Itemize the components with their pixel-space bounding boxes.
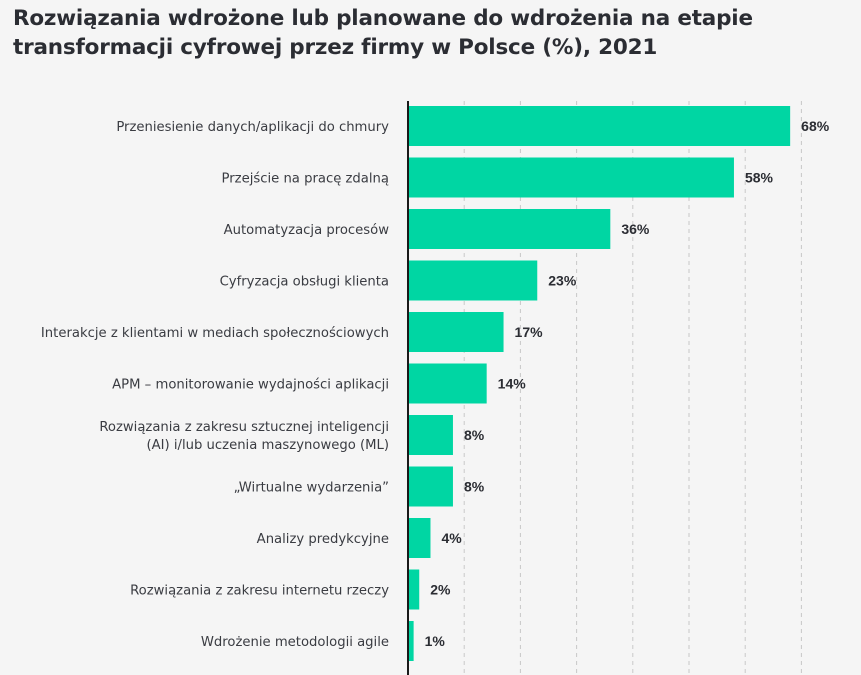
bar-4: [408, 260, 538, 301]
category-label-7-line-1: Rozwiązania z zakresu sztucznej intelige…: [99, 420, 389, 435]
category-label-1: Przeniesienie danych/aplikacji do chmury: [116, 120, 389, 135]
value-label-6: 14%: [498, 376, 527, 392]
bar-3: [408, 209, 611, 249]
bar-8: [408, 466, 453, 507]
value-label-4: 23%: [548, 273, 577, 289]
bar-1: [408, 106, 791, 146]
category-label-8: „Wirtualne wydarzenia”: [234, 481, 389, 496]
value-label-5: 17%: [515, 324, 544, 340]
category-label-3: Automatyzacja procesów: [224, 222, 390, 238]
value-label-7: 8%: [464, 427, 485, 443]
category-label-2: Przejście na pracę zdalną: [222, 171, 389, 187]
value-label-1: 68%: [801, 118, 830, 134]
category-label-5: Interakcje z klientami w mediach społecz…: [41, 325, 389, 341]
bar-2: [408, 157, 734, 198]
chart-title-line-2: transformacji cyfrowej przez firmy w Pol…: [13, 35, 658, 60]
bar-6: [408, 363, 487, 404]
value-label-8: 8%: [464, 479, 485, 495]
value-label-3: 36%: [621, 221, 650, 237]
bar-10: [408, 569, 420, 610]
category-label-11: Wdrożenie metodologii agile: [201, 635, 389, 650]
category-label-6: APM – monitorowanie wydajności aplikacji: [112, 377, 389, 393]
bar-9: [408, 518, 431, 558]
bar-5: [408, 312, 504, 352]
category-label-9: Analizy predykcyjne: [257, 532, 389, 547]
value-label-9: 4%: [441, 530, 462, 546]
value-label-11: 1%: [425, 633, 446, 649]
category-label-10: Rozwiązania z zakresu internetu rzeczy: [130, 584, 389, 599]
category-label-7-line-2: (AI) i/lub uczenia maszynowego (ML): [146, 438, 389, 453]
bar-7: [408, 415, 453, 455]
chart-title: Rozwiązania wdrożone lub planowane do wd…: [13, 4, 853, 62]
bar-11: [408, 621, 414, 661]
category-label-4: Cyfryzacja obsługi klienta: [220, 275, 389, 290]
value-label-10: 2%: [430, 582, 451, 598]
chart-title-line-1: Rozwiązania wdrożone lub planowane do wd…: [13, 6, 753, 31]
value-label-2: 58%: [745, 170, 774, 186]
